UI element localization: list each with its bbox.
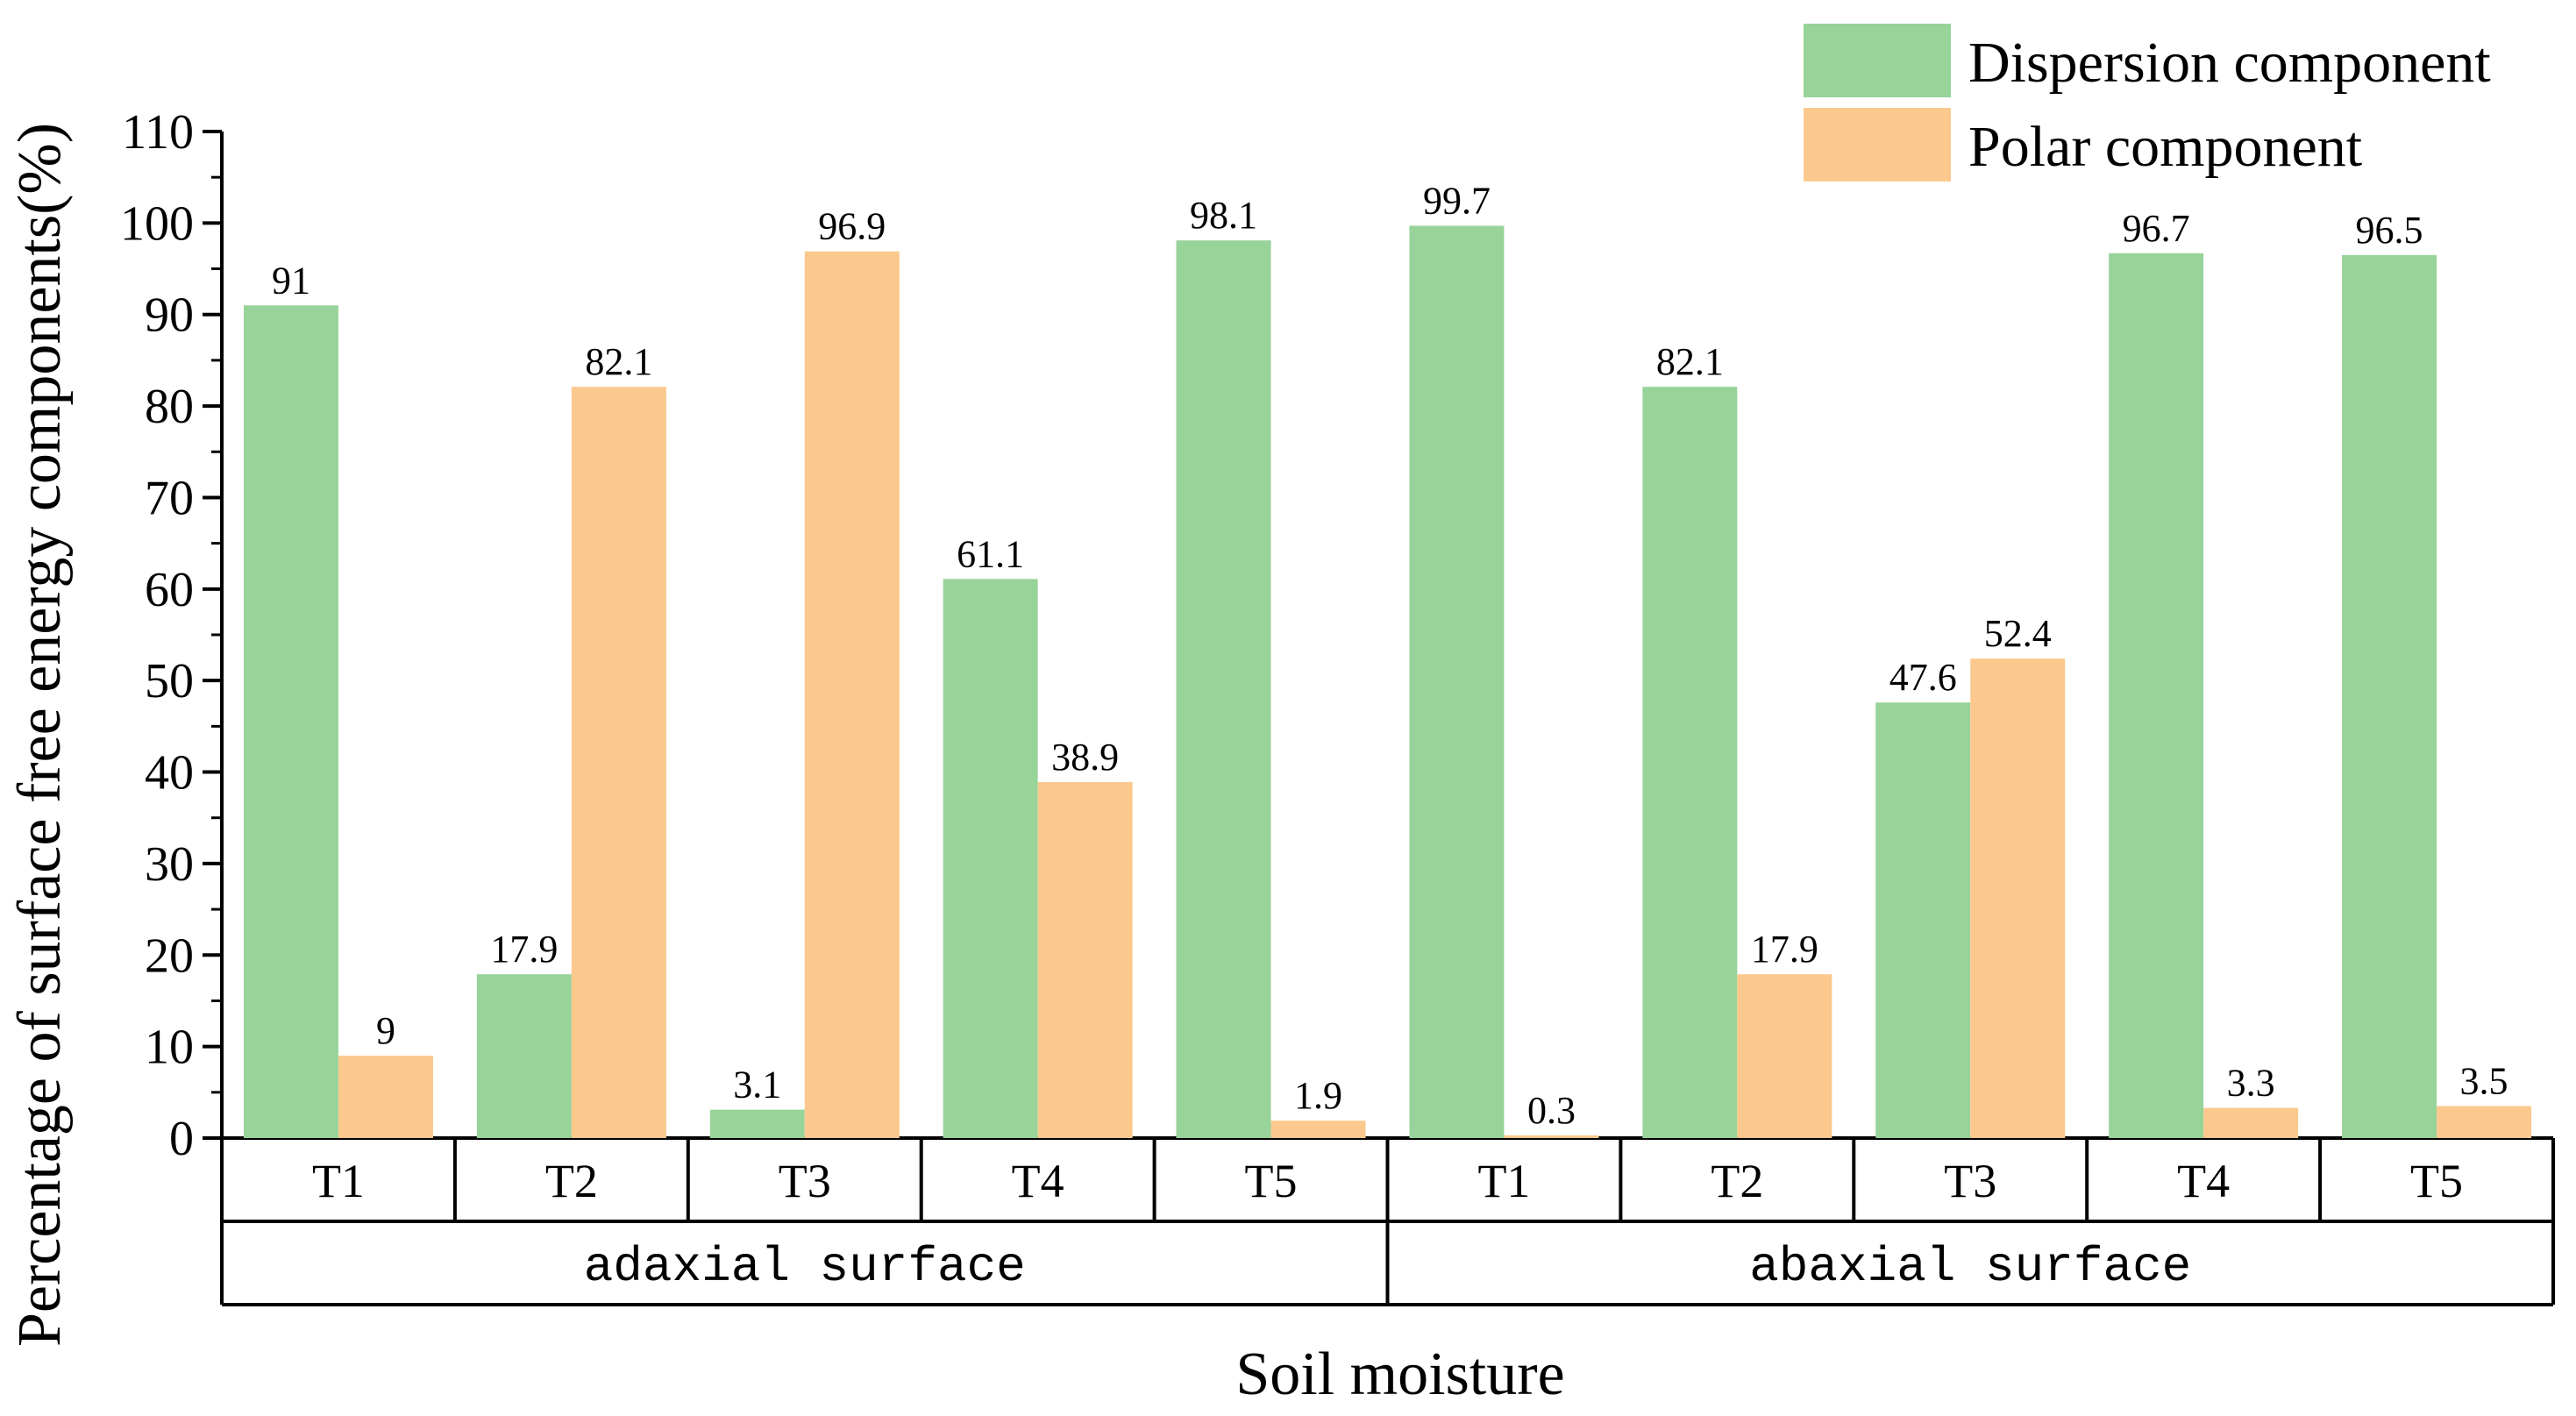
dispersion-bar — [1176, 240, 1271, 1138]
polar-bar — [1504, 1135, 1599, 1138]
dispersion-value-label: 82.1 — [1656, 340, 1724, 383]
polar-value-label: 3.3 — [2227, 1062, 2275, 1105]
polar-bar — [804, 251, 900, 1138]
polar-value-label: 17.9 — [1751, 928, 1818, 971]
dispersion-bar — [2342, 254, 2437, 1139]
y-axis: 0 10 20 30 40 50 60 70 80 90 100 110 — [120, 105, 222, 1166]
y-tick-label: 50 — [145, 654, 194, 708]
y-tick-label: 10 — [145, 1021, 194, 1075]
polar-value-label: 0.3 — [1527, 1089, 1576, 1132]
dispersion-bar — [243, 305, 338, 1139]
group-label: abaxial surface — [1749, 1239, 2191, 1295]
y-tick-label: 90 — [145, 288, 194, 343]
bars-layer — [243, 225, 2532, 1139]
dispersion-value-label: 99.7 — [1423, 179, 1491, 222]
polar-bar — [2203, 1107, 2299, 1138]
polar-bar — [1270, 1121, 1366, 1138]
polar-bar — [338, 1056, 433, 1138]
polar-bar — [1970, 658, 2066, 1138]
polar-legend-label: Polar component — [1968, 115, 2362, 179]
polar-legend-swatch — [1804, 108, 1951, 181]
y-tick-label: 30 — [145, 837, 194, 892]
category-label: T4 — [1012, 1155, 1064, 1207]
polar-value-label: 82.1 — [585, 340, 652, 383]
dispersion-value-label: 17.9 — [490, 928, 558, 971]
legend: Dispersion component Polar component — [1804, 24, 2491, 181]
polar-value-label: 38.9 — [1051, 736, 1119, 779]
dispersion-bar — [1409, 225, 1505, 1139]
x-axis-title: Soil moisture — [1235, 1341, 1564, 1408]
y-tick-label: 110 — [122, 105, 194, 160]
dispersion-legend-swatch — [1804, 24, 1951, 97]
dispersion-bar — [943, 579, 1038, 1138]
polar-value-label: 1.9 — [1294, 1074, 1342, 1117]
data-labels-layer: 91 17.9 3.1 61.1 98.1 99.7 82.1 47.6 96.7 96.5 9 82… — [272, 179, 2508, 1131]
y-tick-label: 60 — [145, 563, 194, 617]
polar-bar — [1037, 782, 1133, 1138]
y-tick-label: 0 — [169, 1112, 194, 1166]
dispersion-value-label: 98.1 — [1190, 194, 1257, 237]
category-label: T1 — [1477, 1155, 1530, 1207]
polar-bar — [571, 387, 666, 1138]
category-label: T5 — [1245, 1155, 1298, 1207]
group-label: adaxial surface — [584, 1239, 1026, 1295]
dispersion-legend-label: Dispersion component — [1968, 31, 2491, 95]
polar-bar — [2437, 1106, 2532, 1138]
y-tick-label: 80 — [145, 380, 194, 434]
y-axis-title: Percentage of surface free energy compon… — [6, 123, 74, 1347]
dispersion-value-label: 47.6 — [1889, 656, 1957, 699]
category-label: T2 — [545, 1155, 598, 1207]
dispersion-bar — [1875, 702, 1971, 1138]
category-label: T3 — [779, 1155, 831, 1207]
dispersion-value-label: 3.1 — [733, 1064, 781, 1106]
y-tick-label: 20 — [145, 929, 194, 983]
dispersion-bar — [2109, 253, 2204, 1138]
category-table: T1 T2 T3 T4 T5 adaxial surface T1 T2 T3 T4 T5 abaxi… — [220, 1138, 2555, 1306]
dispersion-value-label: 91 — [272, 259, 310, 302]
category-label: T2 — [1711, 1155, 1763, 1207]
dispersion-bar — [476, 974, 572, 1138]
dispersion-value-label: 96.7 — [2123, 207, 2190, 250]
category-label: T5 — [2410, 1155, 2463, 1207]
polar-value-label: 96.9 — [818, 205, 886, 248]
polar-value-label: 3.5 — [2460, 1059, 2508, 1102]
dispersion-value-label: 61.1 — [957, 532, 1024, 575]
polar-value-label: 9 — [376, 1009, 395, 1052]
dispersion-bar — [1642, 387, 1738, 1138]
polar-value-label: 52.4 — [1984, 612, 2052, 655]
category-label: T4 — [2177, 1155, 2230, 1207]
category-label: T3 — [1944, 1155, 1996, 1207]
dispersion-value-label: 96.5 — [2356, 209, 2423, 252]
y-tick-label: 40 — [145, 746, 194, 801]
polar-bar — [1737, 974, 1832, 1138]
dispersion-bar — [709, 1109, 805, 1138]
category-label: T1 — [312, 1155, 365, 1207]
y-tick-label: 70 — [145, 471, 194, 525]
y-tick-label: 100 — [120, 196, 194, 251]
